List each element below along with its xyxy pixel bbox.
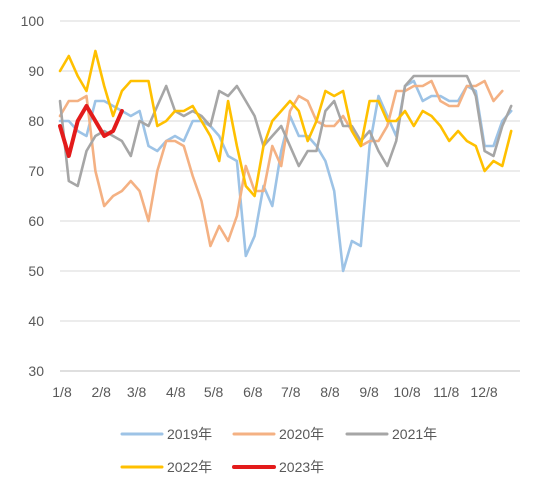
x-tick-label: 3/8 [127,384,147,400]
y-axis: 30 40 50 60 70 80 90 100 [21,13,45,379]
y-tick-label: 100 [21,13,45,29]
series-line-3 [58,74,513,188]
series-lines [58,49,513,273]
x-tick-label: 8/8 [320,384,340,400]
x-tick-label: 6/8 [243,384,263,400]
x-axis: 1/8 2/8 3/8 4/8 5/8 6/8 7/8 8/8 9/8 10/8 11/8 12/8 [52,384,498,400]
x-tick-label: 12/8 [470,384,497,400]
series-line-1 [58,79,513,273]
x-tick-label: 5/8 [204,384,224,400]
x-tick-label: 10/8 [393,384,420,400]
series-line-4 [58,49,513,198]
legend-label: 2021年 [392,426,437,442]
legend-label: 2022年 [167,459,212,475]
legend-label: 2023年 [279,459,324,475]
legend-label: 2020年 [279,426,324,442]
x-tick-label: 7/8 [281,384,301,400]
y-tick-label: 40 [28,313,44,329]
legend-label: 2019年 [167,426,212,442]
y-tick-label: 50 [28,263,44,279]
y-tick-label: 30 [28,363,44,379]
y-tick-label: 80 [28,113,44,129]
x-tick-label: 2/8 [91,384,111,400]
x-tick-label: 9/8 [359,384,379,400]
y-tick-label: 90 [28,63,44,79]
x-tick-label: 4/8 [166,384,186,400]
x-tick-label: 1/8 [52,384,72,400]
series-line-2 [58,79,504,248]
y-tick-label: 70 [28,163,44,179]
series-line-5 [58,104,124,158]
x-tick-label: 11/8 [433,384,459,400]
legend: 2019年 2020年 2021年 2022年 2023年 [120,426,437,475]
gridlines [60,20,520,322]
y-tick-label: 60 [28,213,44,229]
